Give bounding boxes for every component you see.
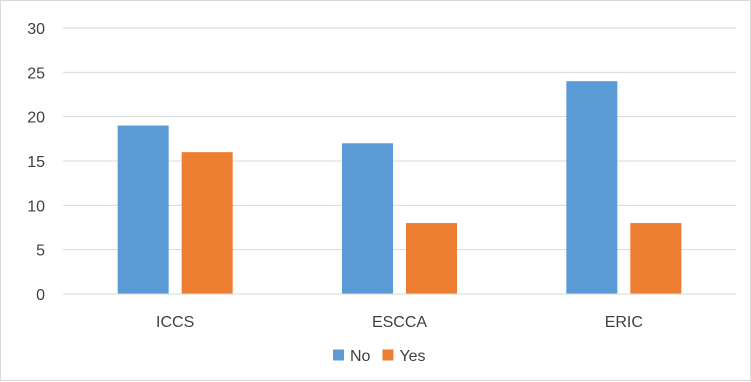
x-tick-label: ICCS [156,314,194,331]
bar-no-iccs [117,125,169,295]
bar-no-escca [342,143,393,294]
gridlines [63,27,736,251]
bar-yes-eric [630,223,682,294]
bar-yes-iccs [181,152,233,294]
y-tick-label: 15 [27,154,45,171]
y-axis-ticks: 0 5 10 15 20 25 30 [27,21,45,304]
legend: No Yes [333,348,426,365]
y-tick-label: 0 [36,287,45,304]
y-tick-label: 5 [36,243,45,260]
y-tick-label: 20 [27,110,45,127]
bars [117,81,682,295]
y-tick-label: 10 [27,198,45,215]
x-axis-ticks: ICCS ESCCA ERIC [156,314,643,331]
bar-no-eric [566,81,618,294]
y-tick-label: 30 [27,21,45,38]
legend-label-no: No [350,348,371,365]
legend-label-yes: Yes [399,348,425,365]
x-tick-label: ESCCA [372,314,427,331]
bar-yes-escca [406,223,457,294]
y-tick-label: 25 [27,65,45,82]
legend-swatch-yes [382,349,394,361]
x-tick-label: ERIC [605,314,643,331]
legend-swatch-no [333,349,344,361]
